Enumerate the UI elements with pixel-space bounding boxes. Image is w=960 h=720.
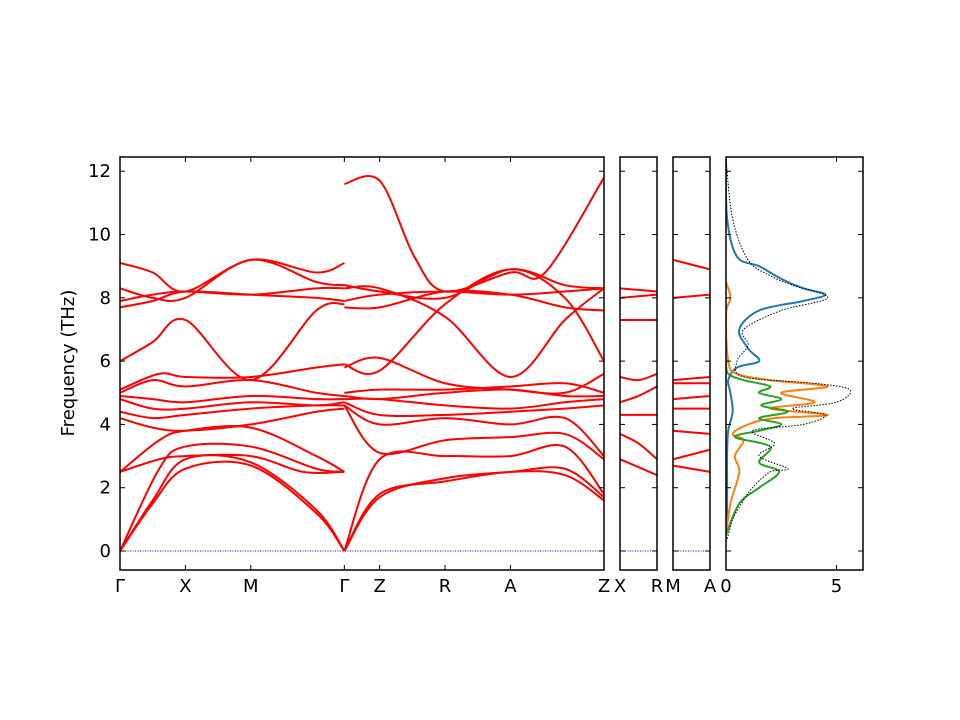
band-line bbox=[120, 454, 346, 552]
band-line bbox=[344, 388, 604, 401]
y-tick-label: 0 bbox=[100, 541, 111, 562]
band-line bbox=[120, 258, 345, 293]
y-tick-label: 2 bbox=[100, 478, 111, 499]
x-tick-label: M bbox=[665, 576, 681, 597]
band-line bbox=[673, 258, 710, 271]
band-line bbox=[343, 404, 604, 457]
band-line bbox=[620, 433, 657, 460]
band-line bbox=[620, 287, 657, 293]
band-line bbox=[120, 404, 345, 420]
band-line bbox=[120, 460, 346, 552]
x-tick-label: X bbox=[179, 576, 191, 597]
band-line bbox=[344, 397, 604, 410]
band-line bbox=[673, 429, 710, 435]
x-tick-label: Z bbox=[373, 576, 385, 597]
x-tick-label: R bbox=[439, 576, 452, 597]
band-line bbox=[673, 464, 710, 473]
band-line bbox=[344, 285, 604, 378]
band-line bbox=[344, 287, 604, 302]
band-line bbox=[343, 444, 604, 552]
band-line bbox=[673, 394, 710, 401]
dos-curves bbox=[726, 158, 852, 542]
x-tick-label: R bbox=[651, 576, 664, 597]
panel-frame bbox=[672, 156, 711, 571]
panel-frame bbox=[619, 156, 658, 571]
dos-x-tick-label: 0 bbox=[720, 576, 731, 597]
band-line bbox=[120, 425, 345, 473]
band-line bbox=[673, 293, 710, 299]
band-line bbox=[344, 175, 604, 293]
band-line bbox=[673, 448, 710, 461]
y-tick-label: 8 bbox=[100, 288, 111, 309]
band-line bbox=[673, 375, 710, 382]
band-line bbox=[343, 356, 604, 395]
band-line bbox=[343, 466, 604, 552]
band-lines-main bbox=[120, 175, 604, 552]
band-line bbox=[620, 458, 657, 476]
band-line bbox=[120, 398, 345, 411]
band-line bbox=[343, 268, 604, 375]
band-line bbox=[120, 286, 345, 302]
x-tick-label: A bbox=[704, 576, 717, 597]
band-line bbox=[620, 385, 657, 404]
band-line bbox=[343, 404, 604, 461]
y-tick-label: 6 bbox=[100, 351, 111, 372]
x-tick-label: A bbox=[504, 576, 517, 597]
band-line bbox=[120, 394, 345, 404]
x-tick-label: Z bbox=[598, 576, 610, 597]
band-line bbox=[620, 293, 657, 299]
dos-x-tick-label: 5 bbox=[831, 576, 842, 597]
panel-frame bbox=[119, 156, 605, 571]
band-line bbox=[343, 470, 604, 552]
band-line bbox=[120, 442, 345, 552]
x-tick-label: M bbox=[243, 576, 259, 597]
band-lines-M-A bbox=[673, 258, 710, 552]
dos-series-line bbox=[726, 158, 827, 536]
x-tick-label: X bbox=[614, 576, 626, 597]
band-line bbox=[120, 301, 345, 382]
x-tick-label: Γ bbox=[115, 576, 125, 597]
band-line bbox=[620, 372, 657, 382]
dos-series-line bbox=[726, 360, 789, 536]
dos-total-line bbox=[726, 158, 852, 542]
band-line bbox=[120, 453, 345, 475]
y-tick-label: 12 bbox=[88, 161, 111, 182]
dos-panel-frame bbox=[725, 156, 864, 571]
band-panel-main: 0 2 4 6 8 10 12 Γ X M Γ Z R A Z bbox=[88, 156, 610, 597]
y-tick-label: 4 bbox=[100, 414, 111, 435]
band-line bbox=[343, 401, 604, 417]
band-line bbox=[120, 363, 345, 391]
band-lines-X-R bbox=[620, 287, 657, 552]
band-line bbox=[120, 379, 345, 397]
band-line bbox=[120, 407, 345, 432]
y-axis-label: Frequency (THz) bbox=[58, 290, 79, 437]
band-line bbox=[344, 289, 604, 312]
y-tick-label: 10 bbox=[88, 225, 111, 246]
x-tick-label: Γ bbox=[339, 576, 349, 597]
